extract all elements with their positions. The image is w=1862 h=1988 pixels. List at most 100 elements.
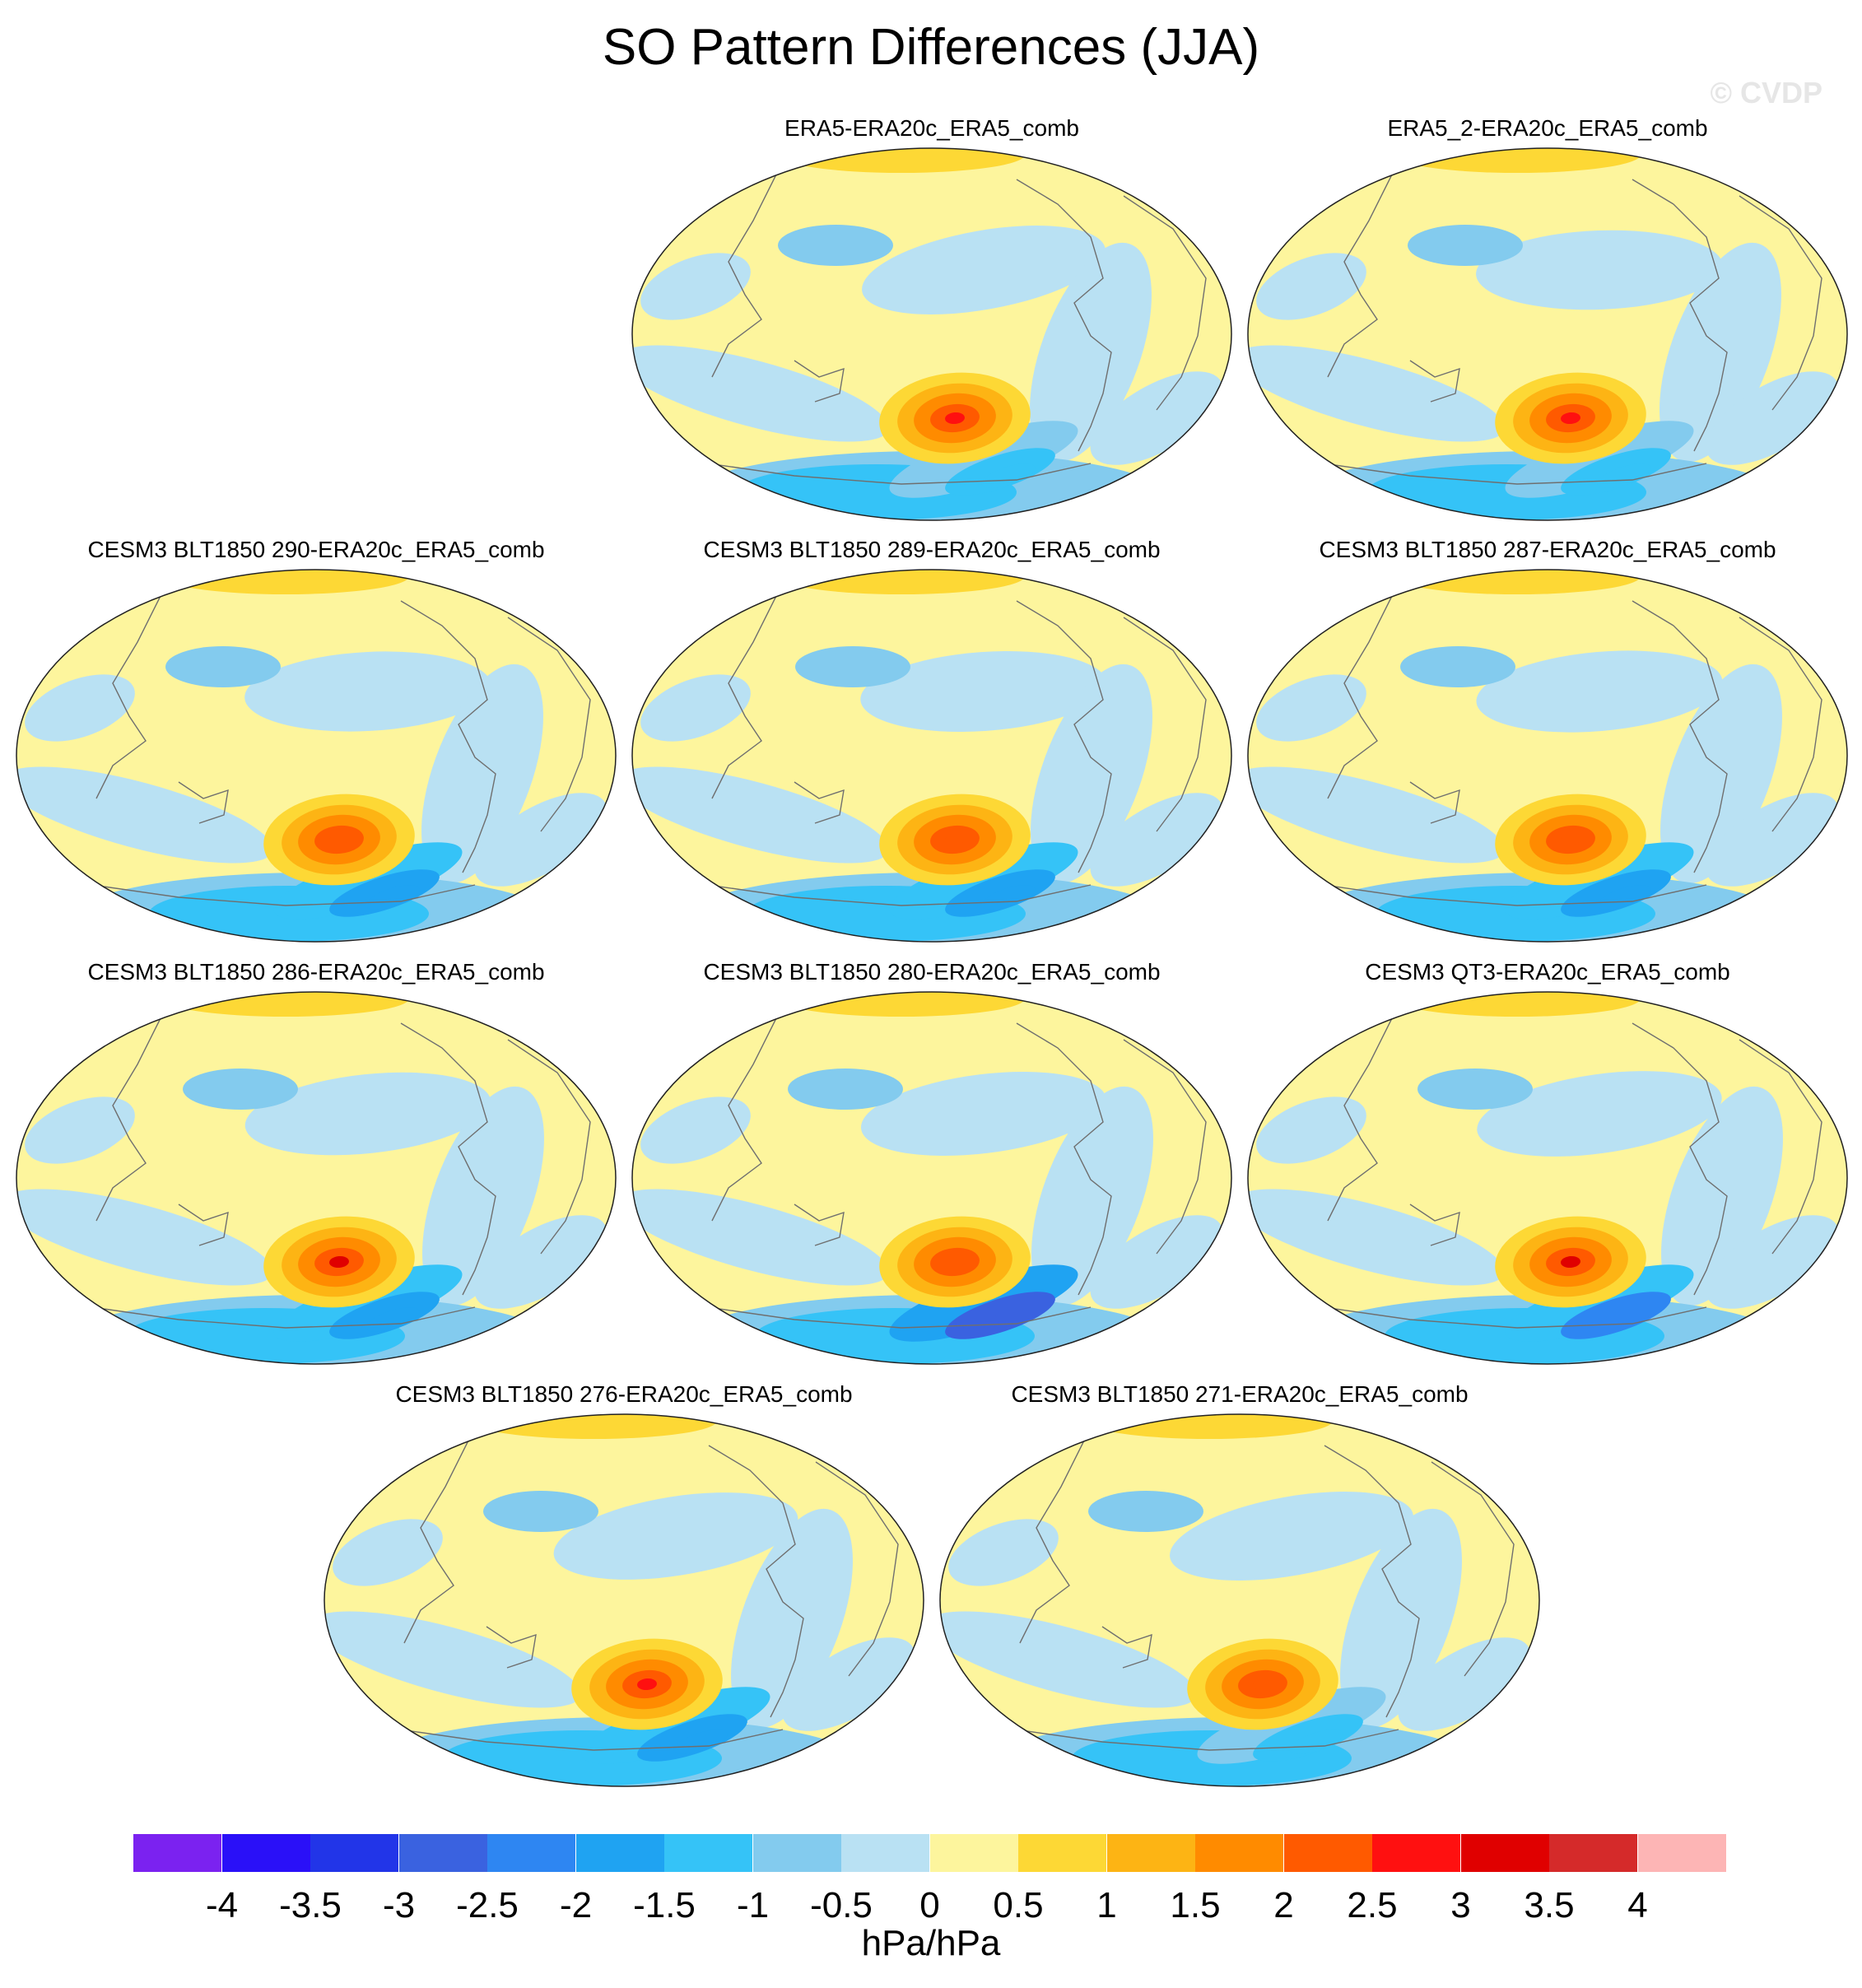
map-plot <box>631 147 1232 521</box>
positive-anomaly-contour <box>162 992 409 1017</box>
negative-anomaly-contour <box>788 1068 903 1110</box>
map-boundary <box>1247 147 1848 521</box>
negative-anomaly-contour <box>25 674 135 742</box>
map-panel: CESM3 BLT1850 271-ERA20c_ERA5_comb <box>935 1381 1544 1793</box>
negative-anomaly-contour <box>483 1491 598 1532</box>
negative-anomaly-contour <box>778 225 893 266</box>
colorbar-tick-label: -4 <box>205 1885 239 1925</box>
panel-title: CESM3 QT3-ERA20c_ERA5_comb <box>1365 959 1730 985</box>
coastline-outlines <box>63 1014 591 1329</box>
contour-fields <box>324 1414 924 1786</box>
negative-anomaly-contour <box>16 1189 273 1286</box>
negative-anomaly-contour <box>244 651 491 732</box>
positive-anomaly-contour <box>329 1255 349 1269</box>
negative-anomaly-contour <box>981 885 1036 910</box>
negative-anomaly-contour <box>1408 225 1523 266</box>
colorbar-swatch <box>310 1834 398 1872</box>
contour-fields <box>1248 148 1847 520</box>
coastline-outlines <box>678 1014 1207 1329</box>
colorbar-swatch <box>1018 1834 1106 1872</box>
positive-anomaly-contour <box>945 833 965 846</box>
negative-anomaly-contour <box>1661 1086 1783 1306</box>
positive-anomaly-contour <box>1394 148 1641 173</box>
negative-anomaly-contour <box>1660 663 1782 884</box>
negative-anomaly-contour <box>640 253 751 320</box>
map-panel: CESM3 QT3-ERA20c_ERA5_comb <box>1243 959 1852 1371</box>
colorbar-tick-label: -2.5 <box>456 1885 519 1925</box>
negative-anomaly-contour <box>1031 663 1152 884</box>
negative-anomaly-contour <box>860 650 1107 733</box>
negative-anomaly-contour <box>474 793 607 887</box>
colorbar-tick-label: 1 <box>1096 1885 1117 1925</box>
map-boundary <box>631 991 1232 1365</box>
map-plot <box>16 991 617 1365</box>
map-plot <box>1247 991 1848 1365</box>
negative-anomaly-contour <box>421 663 543 884</box>
colorbar-swatch <box>664 1834 752 1872</box>
negative-anomaly-contour <box>25 1096 135 1164</box>
contour-fields <box>16 992 616 1364</box>
map-panel: CESM3 BLT1850 290-ERA20c_ERA5_comb <box>12 537 621 948</box>
map-boundary <box>16 569 617 943</box>
negative-anomaly-contour <box>16 766 273 864</box>
panel-title: CESM3 BLT1850 287-ERA20c_ERA5_comb <box>1319 537 1776 562</box>
colorbar-tick-label: 3.5 <box>1524 1885 1575 1925</box>
negative-anomaly-contour <box>333 1519 443 1586</box>
negative-anomaly-contour <box>581 1687 770 1764</box>
negative-anomaly-contour <box>1256 674 1366 742</box>
colorbar-tick-label: 2 <box>1273 1885 1294 1925</box>
contour-fields <box>1248 570 1847 942</box>
coastline-outlines <box>678 170 1207 485</box>
negative-anomaly-contour <box>782 1637 915 1731</box>
coastline-outlines <box>1294 1014 1822 1329</box>
coastline-outlines <box>370 1436 899 1751</box>
positive-anomaly-contour <box>329 833 349 846</box>
negative-anomaly-contour <box>731 1508 853 1729</box>
positive-anomaly-contour <box>778 148 1025 173</box>
negative-anomaly-contour <box>795 646 910 687</box>
negative-anomaly-contour <box>640 674 751 742</box>
negative-anomaly-contour <box>365 885 420 910</box>
colorbar-units: hPa/hPa <box>861 1923 1001 1963</box>
coastline-outlines <box>678 592 1207 906</box>
negative-anomaly-contour <box>1248 345 1505 442</box>
contour-fields <box>1248 992 1847 1364</box>
negative-anomaly-contour <box>1088 1491 1203 1532</box>
negative-anomaly-contour <box>1090 793 1223 887</box>
negative-anomaly-contour <box>273 1264 463 1342</box>
colorbar-tick-label: -3 <box>382 1885 416 1925</box>
map-plot <box>1247 147 1848 521</box>
negative-anomaly-contour <box>1031 1086 1153 1306</box>
map-panel: ERA5_2-ERA20c_ERA5_comb <box>1243 115 1852 527</box>
map-panel: CESM3 BLT1850 289-ERA20c_ERA5_comb <box>627 537 1236 948</box>
negative-anomaly-contour <box>1340 1508 1462 1729</box>
colorbar-tick-label: 4 <box>1627 1885 1648 1925</box>
colorbar-swatch <box>752 1834 841 1872</box>
colorbar-tick-label: -3.5 <box>279 1885 342 1925</box>
colorbar-swatch <box>1106 1834 1195 1872</box>
negative-anomaly-contour <box>632 1189 889 1286</box>
colorbar-swatch <box>575 1834 664 1872</box>
panel-title: ERA5_2-ERA20c_ERA5_comb <box>1387 115 1708 141</box>
negative-anomaly-contour <box>640 1096 751 1164</box>
negative-anomaly-contour <box>948 1519 1059 1586</box>
colorbar-tick-label: 3 <box>1450 1885 1471 1925</box>
positive-anomaly-contour <box>1394 992 1641 1017</box>
cvdp-watermark: © CVDP <box>1710 76 1822 109</box>
negative-anomaly-contour <box>553 1492 798 1580</box>
colorbar-tick-label: -1 <box>736 1885 770 1925</box>
colorbar-swatch <box>133 1834 221 1872</box>
negative-anomaly-contour <box>981 1307 1036 1332</box>
positive-anomaly-contour <box>1561 1255 1580 1269</box>
negative-anomaly-contour <box>183 1068 298 1110</box>
positive-anomaly-contour <box>945 1255 965 1269</box>
contour-fields <box>632 992 1231 1364</box>
colorbar-swatch <box>1372 1834 1460 1872</box>
map-boundary <box>631 147 1232 521</box>
colorbar-swatch <box>1460 1834 1549 1872</box>
map-panel: CESM3 BLT1850 276-ERA20c_ERA5_comb <box>319 1381 929 1793</box>
panel-title: ERA5-ERA20c_ERA5_comb <box>784 115 1079 141</box>
coastline-outlines <box>1294 592 1822 906</box>
map-plot <box>16 569 617 943</box>
positive-anomaly-contour <box>1561 412 1580 425</box>
